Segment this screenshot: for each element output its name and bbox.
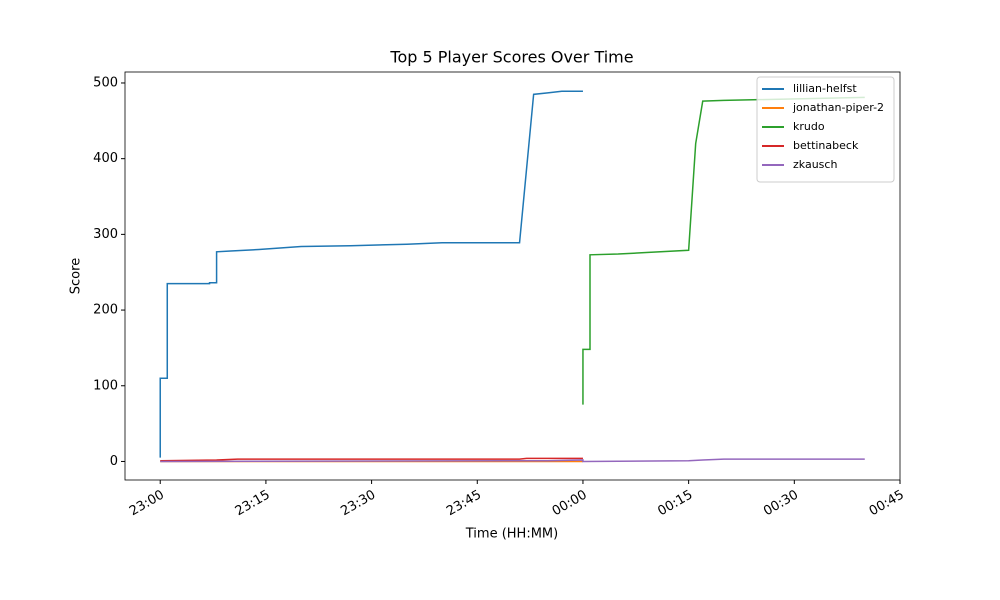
x-tick-label: 23:15	[233, 488, 273, 520]
series-line	[582, 96, 865, 405]
legend-label: jonathan-piper-2	[792, 101, 884, 114]
y-tick-label: 500	[93, 75, 118, 90]
y-tick-label: 400	[93, 151, 118, 166]
y-tick-label: 0	[110, 454, 118, 469]
x-tick-label: 23:30	[338, 488, 378, 520]
legend-box	[756, 76, 895, 183]
y-tick-label: 100	[93, 378, 118, 393]
series-line	[160, 458, 865, 463]
legend-label: lillian-helfst	[793, 82, 857, 95]
x-tick-label: 00:30	[761, 488, 801, 520]
y-tick-label: 300	[93, 227, 118, 242]
y-tick-label: 200	[93, 303, 118, 318]
x-tick-label: 23:00	[127, 488, 167, 520]
y-axis-label: Score	[69, 258, 84, 294]
x-tick-label: 00:15	[655, 488, 695, 520]
x-axis-label: Time (HH:MM)	[465, 527, 558, 542]
legend-label: krudo	[793, 120, 825, 133]
series-line	[160, 457, 583, 462]
x-tick-label: 00:45	[867, 488, 907, 520]
legend: lillian-helfst jonathan-piper-2 krudo betti…	[756, 76, 895, 183]
legend-label: bettinabeck	[793, 139, 859, 152]
legend-label: zkausch	[793, 158, 837, 171]
chart-title: Top 5 Player Scores Over Time	[389, 48, 633, 67]
x-tick-label: 00:00	[550, 488, 590, 520]
plot-frame	[124, 71, 901, 481]
series-line	[159, 90, 583, 458]
x-tick-label: 23:45	[444, 488, 484, 520]
